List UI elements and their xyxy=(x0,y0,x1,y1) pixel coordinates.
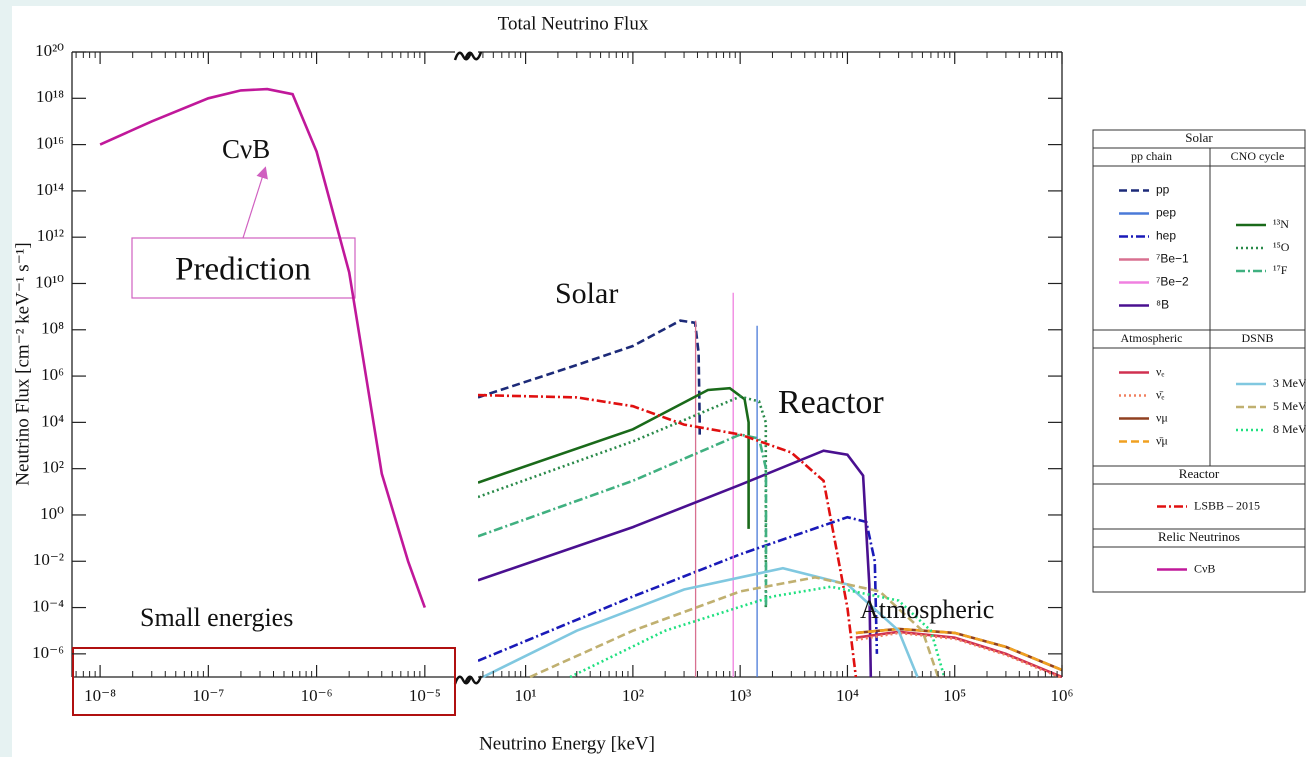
series-line xyxy=(569,585,946,678)
legend-label: ν̄ₑ xyxy=(1156,387,1165,401)
y-tick-label: 10⁴ xyxy=(41,411,64,430)
series-line xyxy=(482,566,919,678)
y-axis-label: Neutrino Flux [cm⁻² keV⁻¹ s⁻¹] xyxy=(12,242,33,485)
legend-group-title: Relic Neutrinos xyxy=(1158,529,1240,544)
x-tick-label: 10⁻⁵ xyxy=(409,686,441,705)
annotation: Prediction xyxy=(175,252,311,288)
legend-label: hep xyxy=(1156,229,1176,243)
x-tick-label: 10³ xyxy=(729,686,751,705)
y-tick-label: 10⁶ xyxy=(41,365,64,384)
small-energies-box xyxy=(72,647,456,716)
x-tick-label: 10⁶ xyxy=(1051,686,1074,705)
legend-label: ¹⁵O xyxy=(1273,240,1290,254)
x-tick-label: 10⁻⁷ xyxy=(192,686,224,705)
legend-label: CνB xyxy=(1194,561,1215,575)
annotation: Atmospheric xyxy=(860,595,994,624)
legend: Solar pp chain CNO cycle pp pep hep ⁷Be−1 ⁷Be−2… xyxy=(1092,129,1306,593)
legend-column-title: Atmospheric xyxy=(1121,331,1183,345)
legend-label: LSBB – 2015 xyxy=(1194,498,1260,512)
x-tick-label: 10⁻⁸ xyxy=(84,686,116,705)
legend-label: pep xyxy=(1156,206,1176,220)
series-line xyxy=(478,319,701,439)
annotation: Small energies xyxy=(140,603,293,632)
legend-label: 8 MeV xyxy=(1273,422,1306,436)
plot-frame xyxy=(71,51,1063,678)
series-line xyxy=(478,449,873,678)
axis-break xyxy=(453,51,483,685)
legend-label: ⁸B xyxy=(1156,298,1169,312)
y-tick-label: 10⁰ xyxy=(40,504,64,523)
legend-label: 3 MeV xyxy=(1273,376,1306,390)
y-tick-label: 10¹² xyxy=(37,226,64,245)
y-tick-label: 10¹⁴ xyxy=(36,180,64,199)
annotation: Reactor xyxy=(778,384,884,421)
y-tick-label: 10¹⁸ xyxy=(36,87,64,106)
series-line xyxy=(855,627,1062,672)
legend-label: pp xyxy=(1156,183,1170,197)
background xyxy=(12,6,1306,757)
series-line xyxy=(478,393,858,678)
annotation: CνB xyxy=(222,134,270,164)
chart-title: Total Neutrino Flux xyxy=(498,13,649,34)
legend-group-title: Reactor xyxy=(1179,466,1220,481)
series-line xyxy=(478,386,750,529)
y-tick-label: 10² xyxy=(42,458,64,477)
y-tick-label: 10⁻⁴ xyxy=(32,596,64,615)
y-tick-label: 10¹⁰ xyxy=(35,272,64,291)
legend-label: νμ xyxy=(1156,410,1168,424)
x-tick-label: 10⁻⁶ xyxy=(301,686,333,705)
legend-label: ¹⁷F xyxy=(1273,263,1288,277)
series-line xyxy=(99,87,427,609)
legend-label: 5 MeV xyxy=(1273,399,1306,413)
y-tick-label: 10¹⁶ xyxy=(36,133,64,152)
y-tick-label: 10⁻² xyxy=(33,550,64,569)
legend-column-title: CNO cycle xyxy=(1231,149,1285,163)
legend-label: ¹³N xyxy=(1273,217,1289,231)
legend-group-title: Solar xyxy=(1185,130,1213,145)
series-line xyxy=(478,395,768,608)
x-tick-label: 10¹ xyxy=(515,686,537,705)
legend-label: ν̄μ xyxy=(1156,433,1168,447)
y-tick-label: 10⁻⁶ xyxy=(32,643,64,662)
x-tick-label: 10⁴ xyxy=(836,686,859,705)
series-line xyxy=(855,630,1062,678)
legend-label: ⁷Be−1 xyxy=(1156,252,1189,266)
y-tick-label: 10⁸ xyxy=(41,319,64,338)
legend-label: ⁷Be−2 xyxy=(1156,275,1189,289)
y-tick-label: 10²⁰ xyxy=(35,41,64,60)
legend-bg xyxy=(1092,129,1306,593)
series-line xyxy=(478,515,879,663)
legend-label: νₑ xyxy=(1156,364,1165,378)
prediction-arrow xyxy=(242,166,268,239)
annotation: Solar xyxy=(555,277,618,310)
legend-column-title: DSNB xyxy=(1241,331,1273,345)
series-line xyxy=(529,576,940,678)
x-axis-label: Neutrino Energy [keV] xyxy=(479,733,655,754)
x-tick-label: 10⁵ xyxy=(943,686,966,705)
x-tick-label: 10² xyxy=(622,686,644,705)
curves xyxy=(99,87,1062,678)
legend-column-title: pp chain xyxy=(1131,149,1172,163)
